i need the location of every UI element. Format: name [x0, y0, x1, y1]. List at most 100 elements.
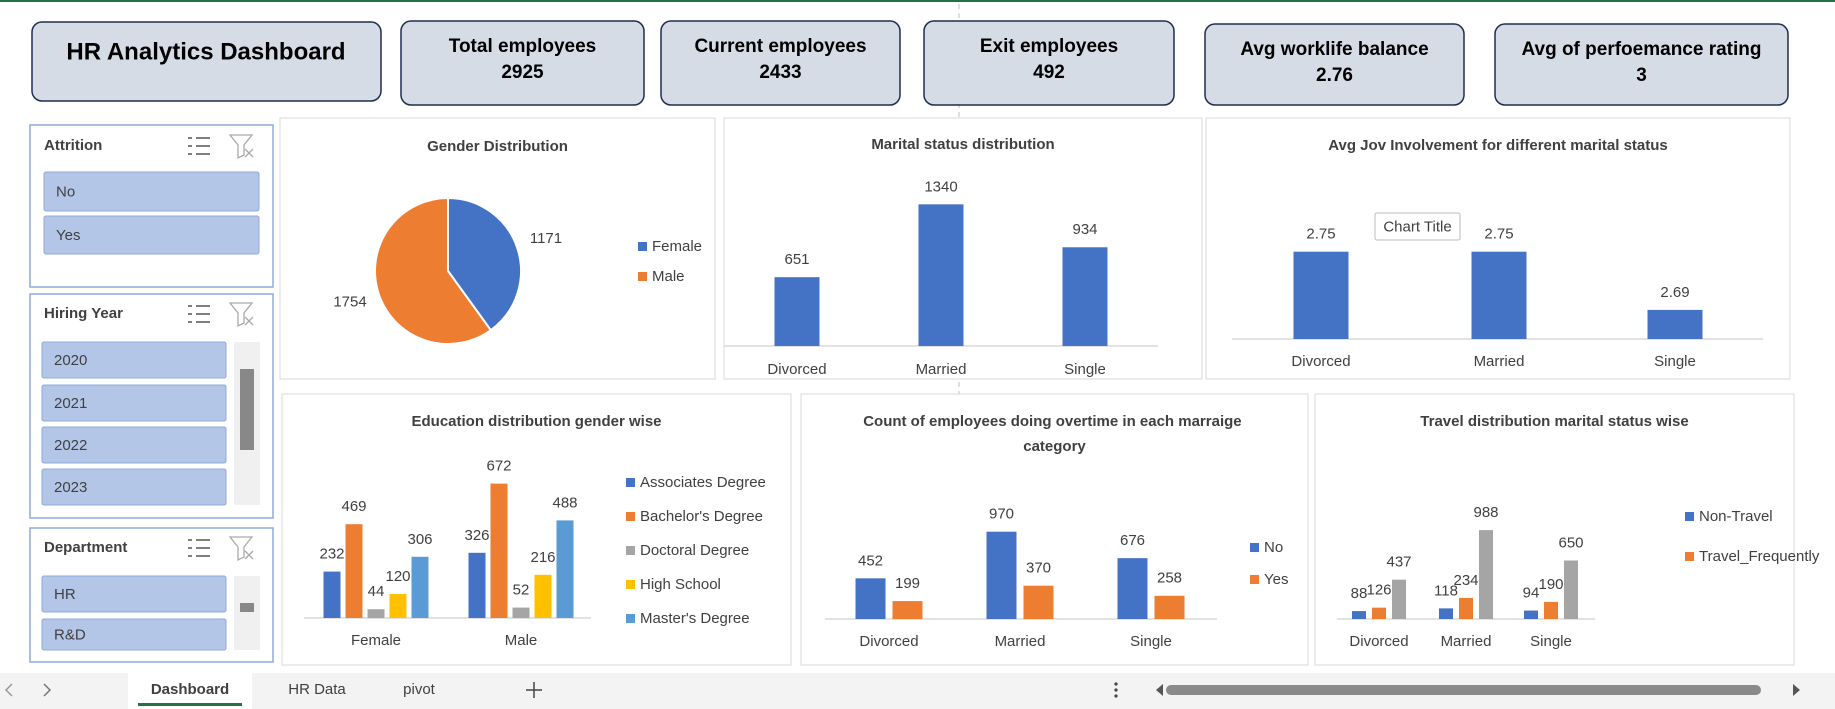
clear-filter-icon[interactable] — [228, 134, 254, 160]
data-label: 651 — [784, 251, 809, 268]
bar — [1479, 530, 1493, 619]
bar — [1062, 247, 1108, 346]
data-label: 452 — [858, 552, 883, 569]
bar — [1352, 611, 1366, 619]
data-label: 672 — [486, 458, 511, 475]
legend-swatch — [1250, 575, 1259, 584]
slicer-item[interactable] — [41, 341, 227, 379]
legend-label: Bachelor's Degree — [640, 508, 763, 525]
data-label: 120 — [385, 568, 410, 585]
bar — [1471, 251, 1527, 339]
multi-select-icon[interactable] — [188, 539, 210, 557]
data-label: 650 — [1558, 534, 1583, 551]
kpi-card — [400, 20, 645, 106]
data-label: 199 — [895, 575, 920, 592]
kpi-card — [660, 20, 901, 106]
slicer-scrollbar[interactable] — [234, 576, 260, 650]
x-tick-label: Divorced — [1349, 633, 1408, 650]
kpi-value: 3 — [1636, 65, 1647, 86]
data-label: 1754 — [333, 294, 366, 311]
slicer-item[interactable] — [41, 384, 227, 422]
data-label: 126 — [1366, 582, 1391, 599]
sheet-tab[interactable]: HR Data — [288, 681, 346, 698]
data-label: 232 — [319, 546, 344, 563]
data-label: 52 — [513, 582, 530, 599]
more-options[interactable] — [1114, 682, 1118, 698]
horizontal-scrollbar[interactable] — [1166, 685, 1761, 695]
slicer-item-label[interactable]: No — [56, 183, 75, 200]
slicer-title: Hiring Year — [44, 305, 123, 322]
x-tick-label: Married — [1474, 353, 1525, 370]
bar — [389, 594, 407, 618]
data-label: 216 — [530, 549, 555, 566]
legend-label: High School — [640, 576, 721, 593]
chart-area — [1205, 117, 1791, 380]
multi-select-icon[interactable] — [188, 137, 210, 155]
legend-label: Doctoral Degree — [640, 542, 749, 559]
slicer-item-label[interactable]: R&D — [54, 626, 86, 643]
slicer-item[interactable] — [43, 215, 260, 255]
slicer-item[interactable] — [41, 426, 227, 464]
chart-title: Gender Distribution — [427, 138, 568, 155]
data-label: 118 — [1434, 582, 1458, 599]
x-tick-label: Married — [916, 361, 967, 378]
chart-area — [800, 393, 1309, 666]
add-sheet[interactable] — [526, 682, 542, 698]
bar — [1392, 579, 1406, 619]
legend-swatch — [626, 478, 635, 487]
slicer-item[interactable] — [41, 468, 227, 506]
bar — [345, 524, 363, 618]
kpi-card — [923, 20, 1175, 106]
data-label: 437 — [1386, 554, 1411, 571]
tab-next[interactable] — [43, 683, 52, 697]
chart-title: Marital status distribution — [871, 136, 1054, 153]
chart-title: Count of employees doing overtime in eac… — [863, 413, 1246, 455]
bar — [1117, 558, 1148, 619]
bar — [1524, 610, 1538, 619]
top-border — [0, 0, 1835, 2]
data-label: 1340 — [924, 178, 957, 195]
tooltip — [1374, 212, 1461, 241]
legend-swatch — [1250, 543, 1259, 552]
legend-swatch — [626, 580, 635, 589]
x-tick-label: Divorced — [1291, 353, 1350, 370]
kpi-label: Exit employees — [980, 36, 1118, 57]
sheet-tab[interactable]: Dashboard — [151, 681, 229, 698]
kpi-label: Total employees — [449, 36, 596, 57]
slicer-title: Department — [44, 539, 127, 556]
bar — [468, 552, 486, 618]
slicer-item-label[interactable]: 2023 — [54, 479, 87, 496]
slicer-scroll-thumb[interactable] — [240, 603, 254, 612]
scroll-right[interactable] — [1793, 684, 1800, 696]
multi-select-icon[interactable] — [188, 305, 210, 323]
sheet-tab[interactable]: pivot — [403, 681, 436, 698]
slicer-item-label[interactable]: 2022 — [54, 437, 87, 454]
pie-slice — [374, 196, 493, 345]
slicer-scroll-thumb[interactable] — [240, 369, 254, 450]
legend-label: Male — [652, 268, 685, 285]
slicer-item-label[interactable]: 2021 — [54, 395, 87, 412]
slicer-item-label[interactable]: 2020 — [54, 352, 87, 369]
kpi-value: 2433 — [759, 62, 801, 83]
slicer-item-label[interactable]: Yes — [56, 227, 80, 244]
x-tick-label: Single — [1130, 633, 1172, 650]
data-label: 370 — [1026, 560, 1051, 577]
slicer-item-label[interactable]: HR — [54, 586, 76, 603]
x-tick-label: Single — [1530, 633, 1572, 650]
chart-title: Travel distribution marital status wise — [1420, 413, 1688, 430]
slicer-item[interactable] — [41, 575, 227, 613]
tab-prev[interactable] — [4, 683, 13, 697]
data-label: 2.75 — [1306, 226, 1335, 243]
scroll-left[interactable] — [1156, 684, 1163, 696]
clear-filter-icon[interactable] — [228, 302, 254, 328]
data-label: 258 — [1157, 570, 1182, 587]
slicer-item[interactable] — [41, 618, 227, 651]
slicer-item[interactable] — [43, 171, 260, 212]
clear-filter-icon[interactable] — [228, 536, 254, 562]
legend-label: Yes — [1264, 571, 1288, 588]
chart-title: Avg Jov Involvement for different marita… — [1328, 137, 1668, 154]
legend-label: Travel_Frequently — [1699, 548, 1820, 565]
bar — [556, 520, 574, 618]
legend-label: No — [1264, 539, 1283, 556]
